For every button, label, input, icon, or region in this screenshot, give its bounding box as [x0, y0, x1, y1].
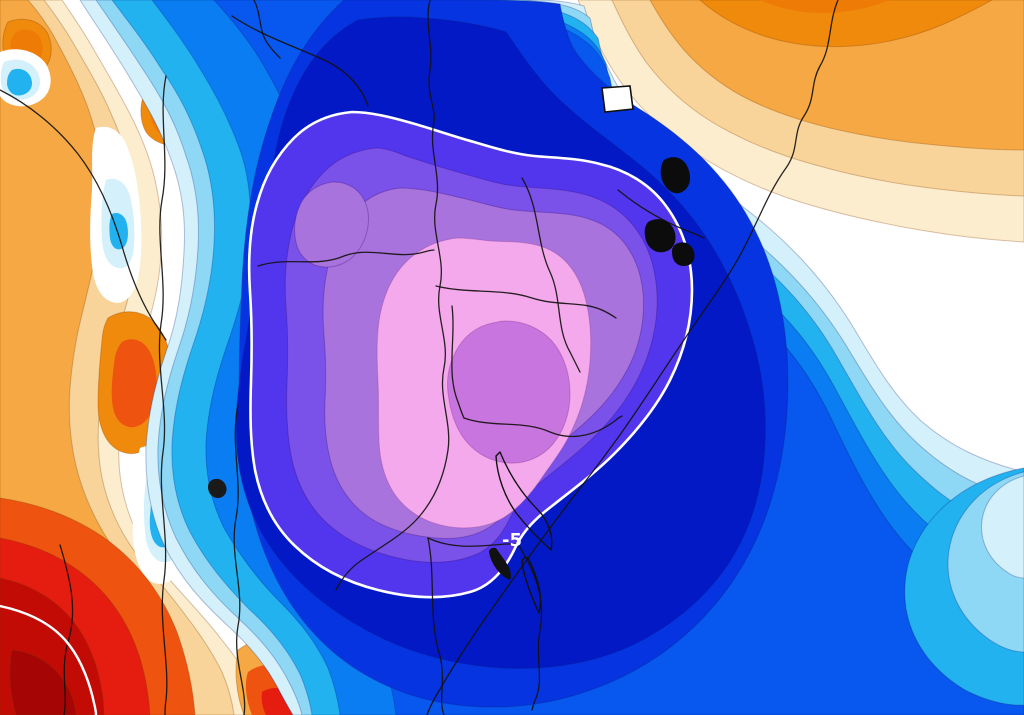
warm-band-deep-orange-ne: [760, 0, 890, 13]
corner-arc-pale-cyan: [981, 475, 1024, 579]
boundary-uruguay-west: [427, 537, 445, 715]
lagoon-fill-icon: [489, 547, 511, 580]
warm-region-west: [0, 0, 327, 715]
boundary-river-top2: [253, 0, 281, 59]
warm-band-maroon-sw: [9, 649, 77, 715]
water-bodies: [208, 85, 695, 614]
lagoon-outline-icon: [495, 451, 553, 551]
cool-patch0-cyan: [7, 68, 32, 96]
boundary-state2: [451, 305, 465, 419]
warm-core-mid-snake-inner: [111, 339, 157, 428]
cold-patch-light-orchid-north: [294, 181, 369, 268]
lake-icon: [672, 242, 695, 266]
warm-band-orange-ne: [649, 0, 1024, 151]
political-boundaries: [0, 0, 839, 715]
boundary-coastline: [426, 0, 839, 715]
boundary-west-south2: [233, 404, 246, 715]
corner-arcs-southeast: [904, 467, 1024, 706]
isoline-plus5-southwest: [0, 604, 98, 715]
boundary-paraguay-north: [257, 249, 435, 267]
lake-icon: [208, 478, 227, 498]
boundary-state1: [521, 177, 581, 373]
lagoon-mirim-icon: [521, 556, 542, 614]
cold-core-orchid: [447, 320, 571, 464]
cold-core-purples: [247, 110, 694, 599]
boundary-andes: [158, 75, 168, 715]
boundary-paraguay-east: [435, 285, 617, 319]
warm-band-dark-orange-ne: [699, 0, 994, 48]
district-square-icon: [601, 85, 634, 113]
boundary-northwest: [0, 89, 167, 341]
boundary-river-top1: [231, 15, 369, 107]
lake-icon: [660, 157, 690, 194]
isolines-and-labels: -5: [0, 530, 522, 715]
contour-label-minus-5: -5: [502, 530, 522, 551]
boundary-uruguay-east: [517, 543, 543, 711]
boundary-state3: [463, 415, 623, 438]
boundary-parana-river: [335, 0, 450, 591]
boundary-state-southeast: [617, 189, 705, 239]
boundary-uruguay-north: [427, 537, 519, 547]
lake-icon: [644, 219, 676, 253]
